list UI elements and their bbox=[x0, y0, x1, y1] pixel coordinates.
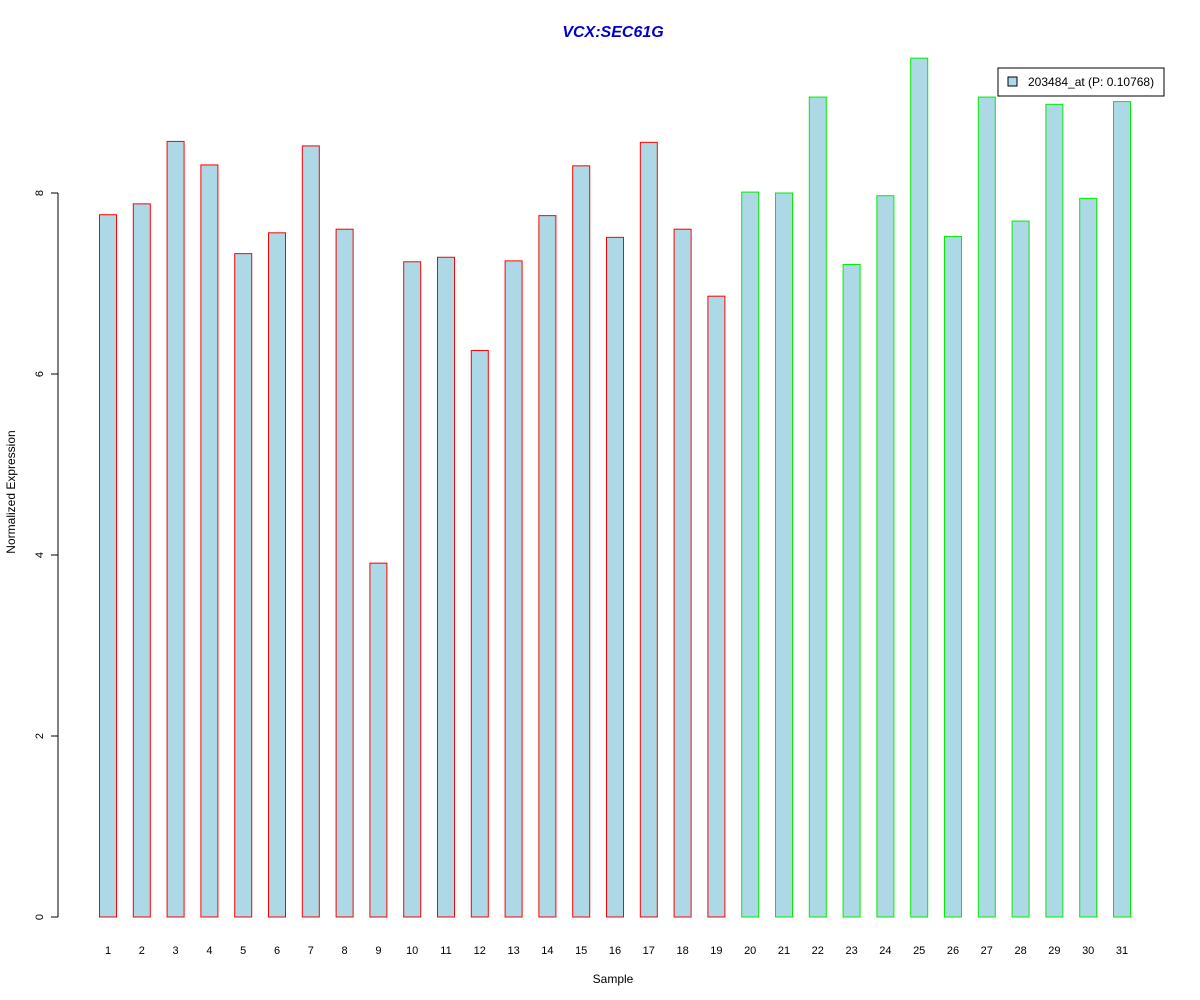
bar-sample-8 bbox=[335, 228, 354, 918]
x-tick-label: 2 bbox=[139, 945, 145, 957]
bar-sample-7 bbox=[301, 145, 320, 918]
x-tick-label: 25 bbox=[913, 945, 925, 957]
x-tick-label: 8 bbox=[342, 945, 348, 957]
bar-sample-21 bbox=[775, 192, 793, 918]
x-tick-label: 22 bbox=[812, 945, 824, 957]
bar-sample-27 bbox=[977, 96, 996, 918]
bar-sample-26 bbox=[944, 235, 962, 918]
x-tick-label: 21 bbox=[778, 945, 790, 957]
bar-sample-16 bbox=[606, 236, 624, 918]
x-tick-label: 16 bbox=[609, 945, 621, 957]
bar-sample-1 bbox=[99, 214, 117, 918]
y-tick-label: 0 bbox=[34, 914, 46, 920]
x-tick-label: 11 bbox=[440, 945, 451, 957]
x-tick-label: 7 bbox=[308, 945, 314, 957]
bar-sample-14 bbox=[538, 215, 557, 918]
bar-sample-11 bbox=[437, 256, 455, 918]
bar-sample-2 bbox=[132, 203, 151, 918]
bar-sample-15 bbox=[572, 165, 591, 918]
x-tick-label: 23 bbox=[845, 945, 857, 957]
chart-title: VCX:SEC61G bbox=[562, 24, 663, 41]
bar-sample-30 bbox=[1079, 197, 1098, 918]
bar-sample-18 bbox=[673, 228, 692, 918]
x-tick-label: 15 bbox=[575, 945, 587, 957]
bar-sample-22 bbox=[808, 96, 827, 918]
x-tick-label: 13 bbox=[507, 945, 519, 957]
y-tick-label: 4 bbox=[34, 552, 46, 558]
bar-sample-28 bbox=[1011, 220, 1030, 918]
x-tick-label: 26 bbox=[947, 945, 959, 957]
bar-sample-9 bbox=[369, 562, 388, 918]
y-tick-label: 2 bbox=[34, 733, 46, 739]
x-tick-label: 14 bbox=[541, 945, 553, 957]
x-tick-label: 1 bbox=[105, 945, 111, 957]
x-tick-label: 20 bbox=[744, 945, 756, 957]
x-tick-label: 4 bbox=[206, 945, 212, 957]
x-tick-label: 9 bbox=[375, 945, 381, 957]
bar-sample-17 bbox=[639, 141, 658, 918]
bar-sample-29 bbox=[1045, 103, 1064, 918]
bar-sample-5 bbox=[234, 253, 253, 918]
x-tick-label: 19 bbox=[710, 945, 722, 957]
bar-sample-10 bbox=[403, 261, 422, 918]
x-tick-label: 6 bbox=[274, 945, 280, 957]
x-tick-label: 27 bbox=[981, 945, 993, 957]
y-tick-label: 8 bbox=[34, 190, 46, 196]
x-tick-label: 5 bbox=[240, 945, 246, 957]
x-axis-label: Sample bbox=[593, 972, 634, 986]
legend-box bbox=[997, 67, 1165, 97]
y-axis: 0 2 4 6 8 bbox=[34, 190, 59, 920]
x-tick-label: 24 bbox=[879, 945, 891, 957]
bar-sample-4 bbox=[200, 164, 219, 918]
bar-sample-12 bbox=[470, 349, 489, 918]
x-tick-label: 29 bbox=[1048, 945, 1060, 957]
legend: 203484_at (P: 0.10768) bbox=[997, 67, 1165, 97]
y-tick-label: 6 bbox=[34, 371, 46, 377]
x-tick-label: 12 bbox=[474, 945, 486, 957]
legend-label: 203484_at (P: 0.10768) bbox=[1028, 75, 1154, 89]
x-tick-label: 28 bbox=[1014, 945, 1026, 957]
y-axis-label: Normalized Expression bbox=[4, 430, 18, 553]
x-tick-label: 17 bbox=[643, 945, 655, 957]
x-tick-label: 3 bbox=[173, 945, 179, 957]
x-tick-label: 10 bbox=[406, 945, 418, 957]
bar-sample-20 bbox=[741, 191, 760, 918]
bars-group bbox=[99, 57, 1131, 918]
x-tick-labels: 1 2 3 4 5 6 7 8 9 10 11 12 13 14 15 16 17 18 19 20 21 22 23 24 2… bbox=[105, 945, 1128, 957]
bar-sample-19 bbox=[707, 295, 726, 918]
bar-sample-6 bbox=[268, 232, 286, 918]
legend-swatch bbox=[1007, 76, 1018, 87]
bar-sample-24 bbox=[876, 195, 895, 918]
bar-sample-23 bbox=[842, 263, 861, 918]
bar-sample-25 bbox=[910, 57, 929, 918]
bar-sample-13 bbox=[504, 260, 523, 918]
x-tick-label: 18 bbox=[676, 945, 688, 957]
bar-sample-31 bbox=[1113, 101, 1131, 918]
x-tick-label: 30 bbox=[1082, 945, 1094, 957]
bar-sample-3 bbox=[166, 140, 185, 918]
x-tick-label: 31 bbox=[1116, 945, 1128, 957]
